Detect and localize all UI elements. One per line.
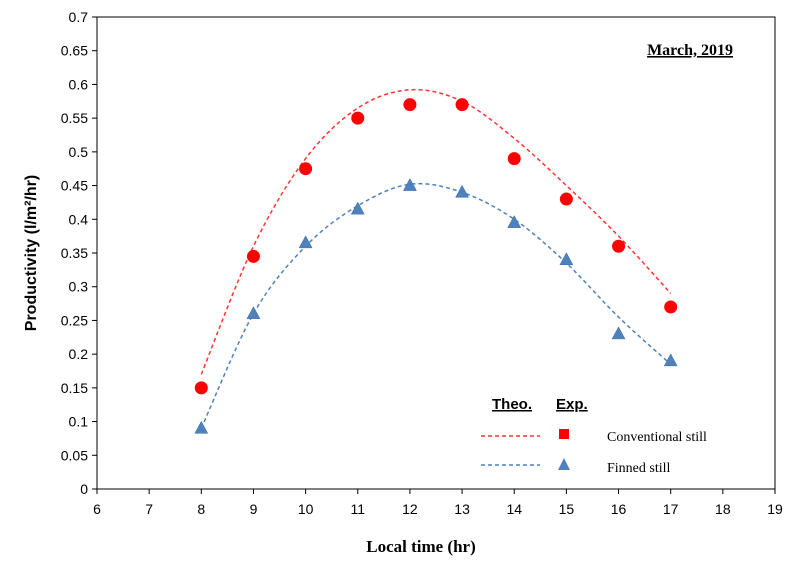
x-tick-label: 11: [350, 501, 365, 517]
x-axis-label: Local time (hr): [366, 537, 476, 556]
plot-area: [96, 16, 776, 490]
legend-label-conventional: Conventional still: [607, 430, 707, 445]
exp-point-conventional: [455, 98, 469, 112]
chart-title: March, 2019: [647, 42, 733, 59]
exp-point-conventional: [664, 300, 678, 314]
x-tick-label: 7: [145, 501, 153, 517]
y-tick-label: 0.2: [69, 346, 89, 362]
x-tick-label: 9: [250, 501, 258, 517]
y-tick-label: 0.35: [61, 245, 88, 261]
x-tick-label: 10: [298, 501, 314, 517]
x-tick-label: 16: [611, 501, 627, 517]
x-tick-label: 19: [767, 501, 783, 517]
theo-curve-conventional: [200, 88, 672, 375]
y-tick-label: 0.5: [69, 144, 89, 160]
x-tick-label: 15: [559, 501, 575, 517]
exp-point-conventional: [246, 249, 260, 263]
exp-point-conventional: [559, 192, 573, 206]
y-tick-label: 0.6: [69, 76, 89, 92]
exp-point-conventional: [403, 98, 417, 112]
exp-point-conventional: [351, 111, 365, 125]
exp-point-finned: [350, 201, 365, 215]
legend-label-finned: Finned still: [607, 461, 671, 476]
exp-point-conventional: [299, 162, 313, 176]
y-tick-label: 0.15: [61, 380, 88, 396]
y-tick-label: 0.05: [61, 447, 88, 463]
exp-point-finned: [194, 420, 209, 434]
exp-point-finned: [298, 235, 313, 249]
exp-point-finned: [403, 178, 417, 191]
legend-header-exp: Exp.: [556, 396, 588, 413]
exp-point-conventional: [612, 239, 626, 253]
exp-point-finned: [663, 353, 678, 367]
x-tick-label: 14: [506, 501, 522, 517]
exp-point-finned: [559, 252, 574, 265]
y-tick-label: 0.3: [69, 279, 89, 295]
y-tick-label: 0.7: [69, 9, 89, 25]
legend-header-theo: Theo.: [492, 396, 532, 413]
x-tick-label: 6: [93, 501, 101, 517]
x-tick-label: 17: [663, 501, 679, 517]
y-tick-label: 0: [80, 481, 88, 497]
legend-marker-finned: [558, 458, 570, 470]
y-tick-label: 0.25: [61, 312, 88, 328]
x-tick-label: 12: [402, 501, 418, 517]
legend: Theo. Exp. Conventional still Finned sti…: [481, 396, 707, 476]
exp-point-conventional: [194, 381, 208, 395]
exp-point-conventional: [507, 152, 521, 166]
y-tick-label: 0.65: [61, 43, 88, 59]
exp-point-finned: [455, 184, 469, 198]
y-tick-label: 0.45: [61, 178, 88, 194]
legend-marker-conventional: [559, 429, 569, 439]
y-tick-label: 0.4: [69, 211, 89, 227]
x-tick-label: 18: [715, 501, 731, 517]
y-axis-label: Productivity (l/m²/hr): [23, 175, 40, 331]
x-tick-label: 13: [454, 501, 470, 517]
exp-point-finned: [611, 326, 626, 340]
x-tick-label: 8: [197, 501, 205, 517]
exp-point-finned: [507, 215, 522, 228]
y-tick-label: 0.1: [69, 414, 89, 430]
y-tick-label: 0.55: [61, 110, 88, 126]
exp-point-finned: [246, 306, 261, 319]
theo-curve-finned: [200, 182, 672, 429]
